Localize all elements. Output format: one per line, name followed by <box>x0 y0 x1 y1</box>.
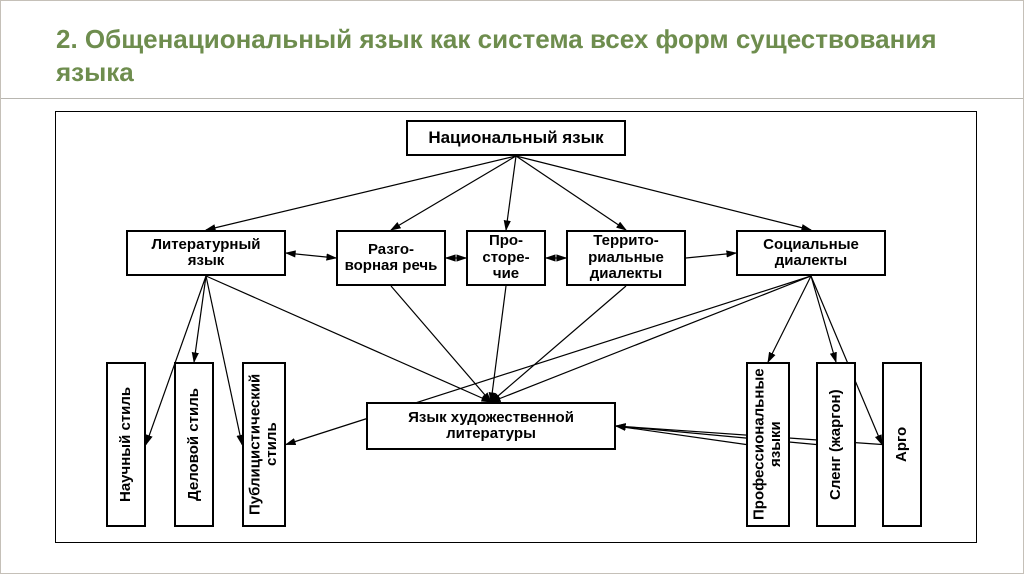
edge-prof-artlit <box>616 426 746 445</box>
edge-root-lit <box>206 156 516 230</box>
node-razg: Разго- ворная речь <box>336 230 446 286</box>
node-lit: Литературный язык <box>126 230 286 276</box>
edge-terr-artlit <box>491 286 626 402</box>
node-delov: Деловой стиль <box>174 362 214 527</box>
edge-soc-sleng <box>811 276 836 362</box>
node-root: Национальный язык <box>406 120 626 156</box>
node-terr: Террито- риальные диалекты <box>566 230 686 286</box>
edge-root-terr <box>516 156 626 230</box>
node-prost: Про- сторе- чие <box>466 230 546 286</box>
diagram: Национальный язык Литературный язык Разго-… <box>55 111 977 543</box>
edge-root-prost <box>506 156 516 230</box>
edge-soc-prof <box>768 276 811 362</box>
edge-razg-artlit <box>391 286 491 402</box>
node-prof: Профессиональные языки <box>746 362 790 527</box>
divider <box>1 98 1023 99</box>
page-title: 2. Общенациональный язык как система все… <box>56 23 968 88</box>
edge-lit-razg <box>286 253 336 258</box>
node-artlit: Язык художественной литературы <box>366 402 616 450</box>
edge-prost-artlit <box>491 286 506 402</box>
edge-lit-delov <box>194 276 206 362</box>
node-publ: Публицистический стиль <box>242 362 286 527</box>
page: 2. Общенациональный язык как система все… <box>0 0 1024 574</box>
node-soc: Социальные диалекты <box>736 230 886 276</box>
edge-root-soc <box>516 156 811 230</box>
node-sleng: Сленг (жаргон) <box>816 362 856 527</box>
node-argo: Арго <box>882 362 922 527</box>
edge-root-razg <box>391 156 516 230</box>
edge-terr-soc <box>686 253 736 258</box>
node-nauch: Научный стиль <box>106 362 146 527</box>
